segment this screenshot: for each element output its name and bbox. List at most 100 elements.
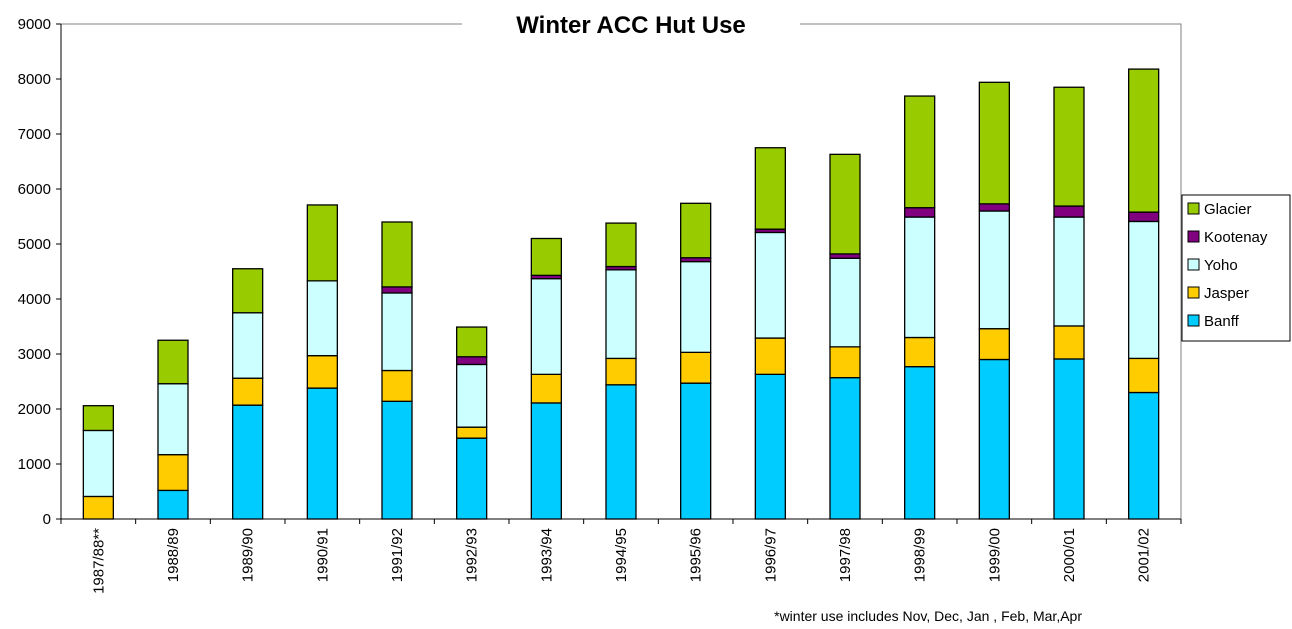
bar-yoho — [233, 313, 263, 378]
y-tick-label: 0 — [43, 511, 51, 528]
x-tick-label: 2000/01 — [1061, 528, 1078, 582]
bar-kootenay — [905, 208, 935, 217]
x-tick-label: 1989/90 — [240, 528, 257, 582]
bar-glacier — [531, 239, 561, 276]
legend-swatch-banff — [1188, 315, 1199, 326]
bar-yoho — [830, 258, 860, 347]
bar-banff — [830, 378, 860, 519]
x-tick-label: 1988/89 — [165, 528, 182, 582]
y-axis-ticks: 0 1000 2000 3000 4000 5000 6000 7000 8000 9000 — [18, 16, 61, 528]
bar-banff — [307, 388, 337, 519]
x-tick-label: 1997/98 — [837, 528, 854, 582]
bar-kootenay — [979, 204, 1009, 211]
legend-swatch-yoho — [1188, 259, 1199, 270]
bar-yoho — [905, 217, 935, 337]
y-tick-label: 3000 — [18, 346, 51, 363]
bar-banff — [382, 401, 412, 519]
bar-glacier — [1129, 69, 1159, 212]
bar-yoho — [755, 232, 785, 338]
x-tick-label: 1991/92 — [389, 528, 406, 582]
bar-banff — [979, 360, 1009, 520]
footnote: *winter use includes Nov, Dec, Jan , Feb… — [774, 608, 1082, 624]
bar-yoho — [979, 211, 1009, 329]
bar-yoho — [681, 262, 711, 353]
bar-banff — [606, 385, 636, 519]
bar-banff — [1129, 393, 1159, 520]
bar-jasper — [307, 356, 337, 388]
bar-banff — [681, 383, 711, 519]
bar-jasper — [158, 455, 188, 491]
x-tick-label: 1996/97 — [762, 528, 779, 582]
bar-glacier — [606, 223, 636, 266]
bar-jasper — [606, 358, 636, 384]
bar-kootenay — [1054, 206, 1084, 217]
chart-title: Winter ACC Hut Use — [516, 12, 746, 39]
bar-banff — [905, 367, 935, 519]
bar-yoho — [83, 430, 113, 496]
bar-jasper — [233, 378, 263, 405]
y-tick-label: 4000 — [18, 291, 51, 308]
bar-kootenay — [382, 287, 412, 293]
bar-jasper — [382, 371, 412, 402]
bar-yoho — [606, 270, 636, 359]
bar-glacier — [83, 406, 113, 431]
x-tick-label: 1987/88** — [90, 528, 107, 594]
y-tick-label: 8000 — [18, 71, 51, 88]
bar-jasper — [1129, 358, 1159, 392]
bar-glacier — [457, 327, 487, 357]
bar-yoho — [1054, 217, 1084, 326]
bar-banff — [233, 405, 263, 519]
legend: Glacier Kootenay Yoho Jasper Banff — [1182, 195, 1290, 341]
bar-glacier — [233, 269, 263, 313]
bar-jasper — [531, 374, 561, 403]
x-tick-label: 1994/95 — [613, 528, 630, 582]
y-tick-label: 6000 — [18, 181, 51, 198]
bar-jasper — [905, 338, 935, 367]
bar-jasper — [1054, 326, 1084, 359]
legend-swatch-glacier — [1188, 203, 1199, 214]
bar-kootenay — [830, 254, 860, 258]
bar-jasper — [457, 427, 487, 438]
bar-glacier — [979, 82, 1009, 204]
bar-yoho — [1129, 221, 1159, 358]
x-tick-label: 1992/93 — [464, 528, 481, 582]
legend-swatch-kootenay — [1188, 231, 1199, 242]
x-tick-label: 2001/02 — [1136, 528, 1153, 582]
legend-label-jasper: Jasper — [1204, 285, 1249, 302]
y-tick-label: 9000 — [18, 16, 51, 33]
bar-glacier — [905, 96, 935, 208]
bar-banff — [755, 374, 785, 519]
bar-banff — [531, 403, 561, 519]
legend-label-yoho: Yoho — [1204, 257, 1238, 274]
bar-yoho — [158, 384, 188, 455]
bar-jasper — [979, 329, 1009, 360]
bar-banff — [457, 438, 487, 519]
x-tick-label: 1999/00 — [986, 528, 1003, 582]
bar-yoho — [382, 293, 412, 371]
y-tick-label: 5000 — [18, 236, 51, 253]
y-tick-label: 2000 — [18, 401, 51, 418]
bar-banff — [158, 490, 188, 519]
bar-group — [83, 69, 1158, 519]
y-tick-label: 1000 — [18, 456, 51, 473]
legend-label-glacier: Glacier — [1204, 201, 1252, 218]
bar-jasper — [681, 352, 711, 383]
bar-glacier — [158, 340, 188, 383]
x-axis-ticks: 1987/88** 1988/89 1989/90 1990/91 1991/92 199… — [61, 519, 1181, 594]
bar-glacier — [681, 203, 711, 257]
bar-glacier — [307, 205, 337, 281]
bar-kootenay — [457, 357, 487, 365]
y-tick-label: 7000 — [18, 126, 51, 143]
bar-glacier — [382, 222, 412, 287]
bar-glacier — [830, 154, 860, 254]
legend-swatch-jasper — [1188, 287, 1199, 298]
x-tick-label: 1993/94 — [538, 528, 555, 582]
x-tick-label: 1998/99 — [912, 528, 929, 582]
bar-yoho — [531, 279, 561, 375]
bar-jasper — [755, 338, 785, 374]
bar-yoho — [457, 364, 487, 427]
x-tick-label: 1990/91 — [314, 528, 331, 582]
bar-yoho — [307, 281, 337, 356]
bar-glacier — [1054, 87, 1084, 206]
